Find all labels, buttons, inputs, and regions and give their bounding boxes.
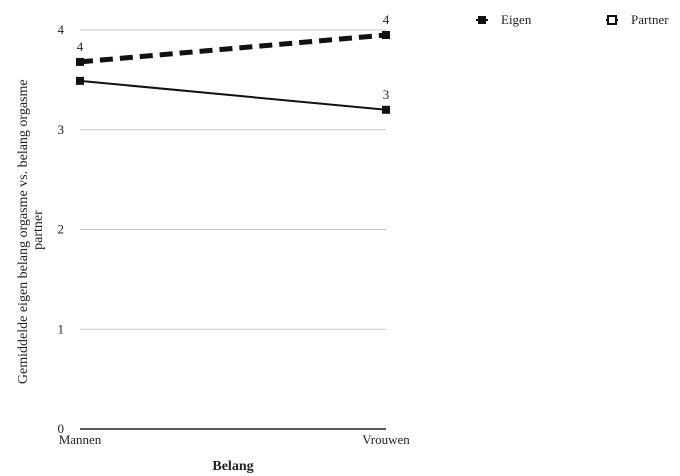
y-axis-title-line-1: Gemiddelde eigen belang orgasme vs. bela… xyxy=(16,79,31,384)
point-eigen-mannen xyxy=(76,76,84,85)
legend-label-partner: Partner xyxy=(631,12,669,27)
legend-marker-partner xyxy=(607,15,617,25)
series-line-eigen xyxy=(79,79,387,111)
y-axis-title-line-2: partner xyxy=(31,210,46,250)
series-line-partner xyxy=(79,32,387,65)
y-tick-label: 2 xyxy=(58,222,65,237)
y-tick-label: 0 xyxy=(58,421,65,436)
y-tick-label: 3 xyxy=(58,122,65,137)
point-eigen-vrouwen xyxy=(382,105,390,114)
point-partner-mannen xyxy=(76,57,84,66)
data-label-eigen-vrouwen: 3 xyxy=(383,87,390,102)
x-axis-title: Belang xyxy=(212,459,253,474)
data-label-partner-vrouwen: 4 xyxy=(383,12,390,27)
legend-marker-eigen xyxy=(478,16,486,24)
x-tick-label-vrouwen: Vrouwen xyxy=(362,432,410,447)
x-tick-labels: Mannen Vrouwen xyxy=(59,432,411,447)
y-tick-label: 4 xyxy=(58,22,65,37)
x-tick-label-mannen: Mannen xyxy=(59,432,102,447)
y-tick-label: 1 xyxy=(58,321,65,336)
legend-item-eigen: Eigen xyxy=(476,12,532,27)
point-partner-vrouwen xyxy=(382,30,390,39)
legend-item-partner: Partner xyxy=(606,12,669,27)
data-labels: 3 4 4 xyxy=(77,12,390,102)
data-label-partner-mannen: 4 xyxy=(77,39,84,54)
legend: Eigen Partner xyxy=(476,12,669,27)
legend-label-eigen: Eigen xyxy=(501,12,532,27)
gridlines xyxy=(80,29,386,330)
y-tick-labels: 0 1 2 3 4 xyxy=(58,22,65,436)
series-layer xyxy=(76,30,390,114)
y-axis-title: Gemiddelde eigen belang orgasme vs. bela… xyxy=(16,76,46,384)
